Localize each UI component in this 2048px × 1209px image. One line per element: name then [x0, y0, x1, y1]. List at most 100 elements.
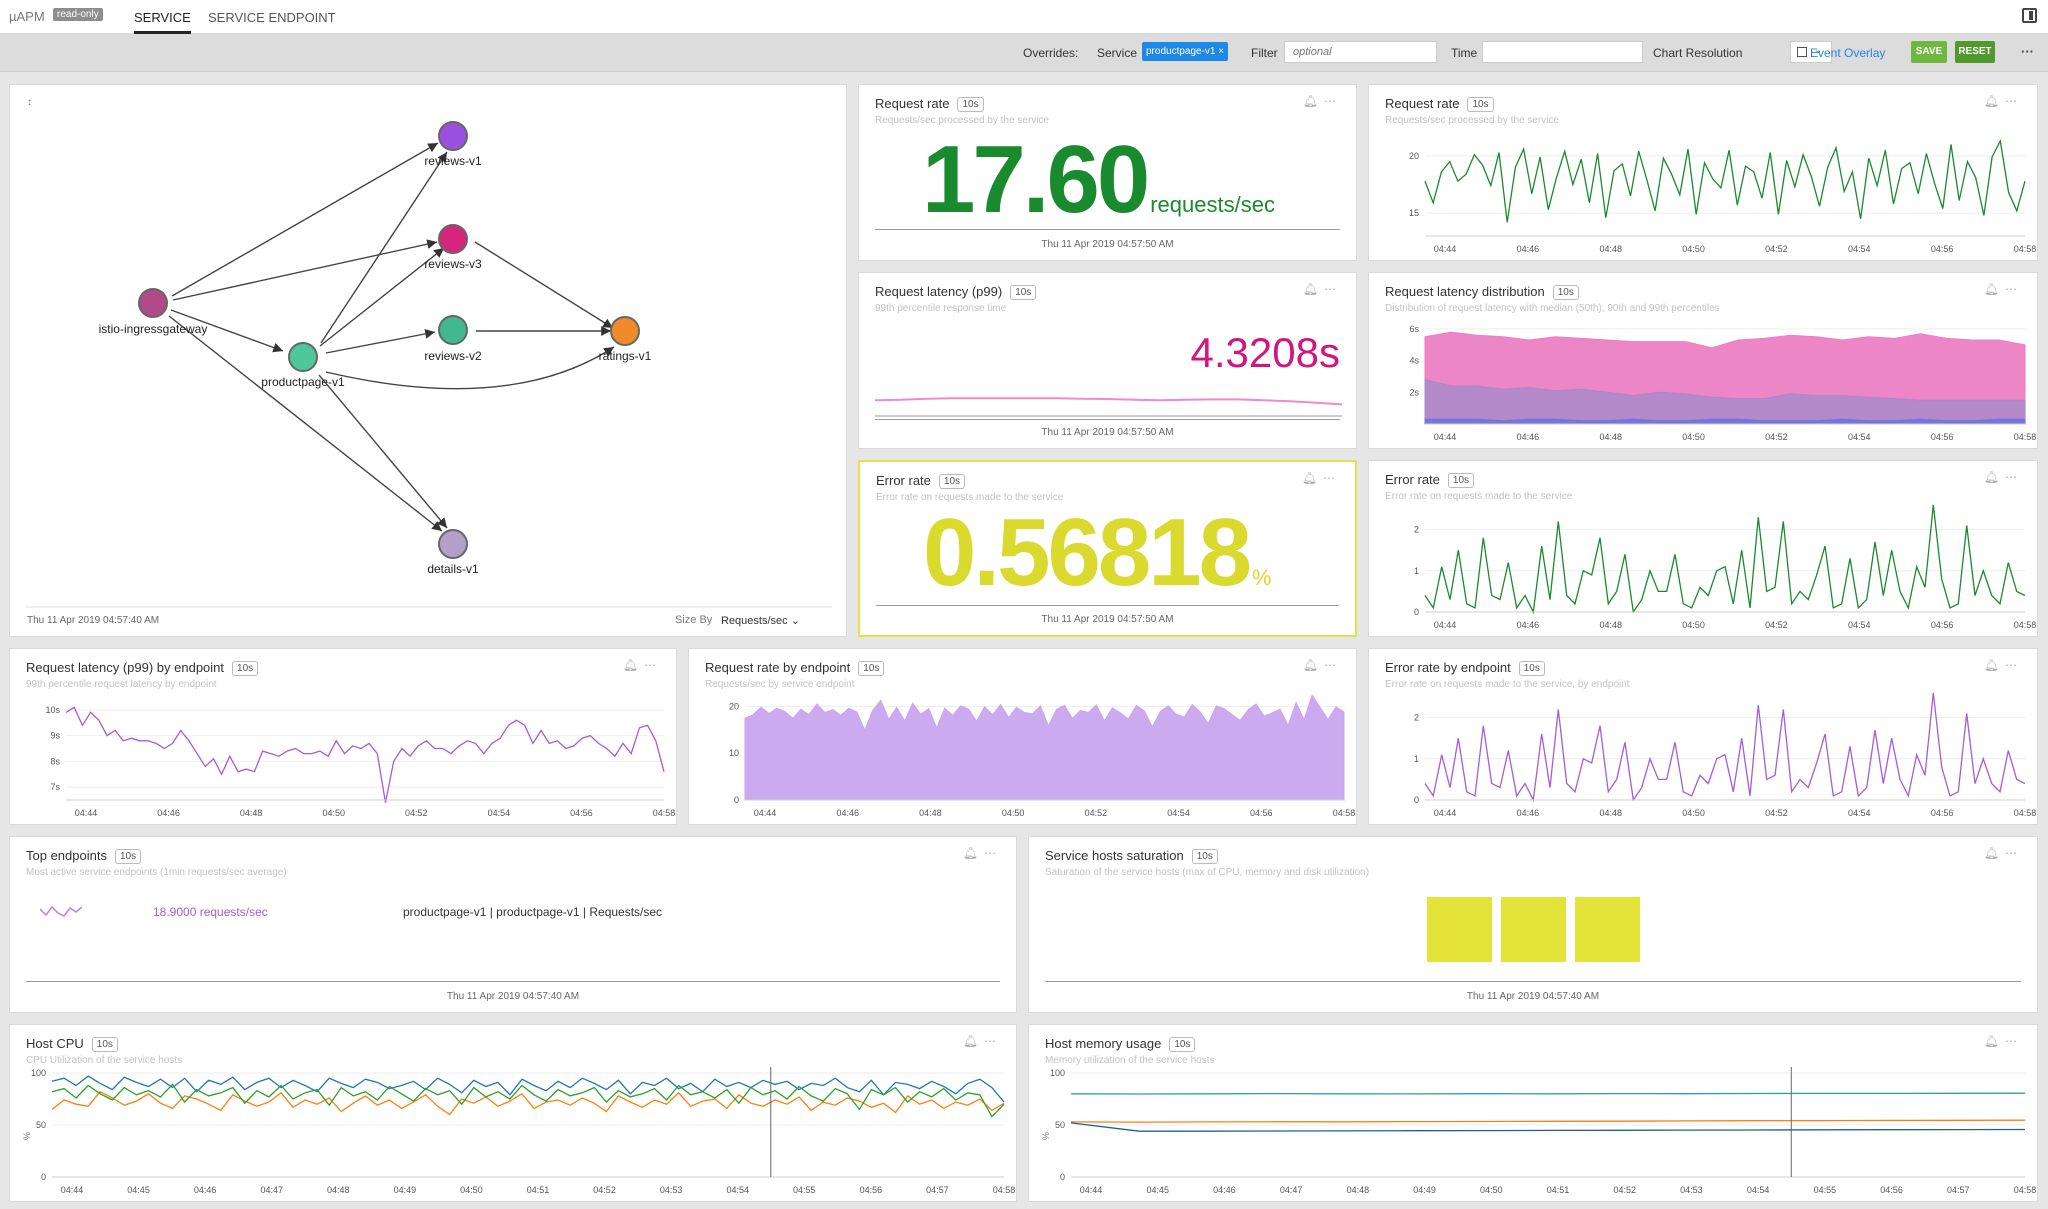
x-tick-label: 04:58: [2014, 432, 2037, 442]
map-node-reviews-v2[interactable]: reviews-v2: [424, 315, 482, 363]
bell-icon[interactable]: 🔔︎: [1983, 470, 2005, 484]
host-saturation-tile[interactable]: [1575, 897, 1640, 962]
bell-icon[interactable]: 🔔︎: [1983, 94, 2005, 108]
service-filter-chip[interactable]: productpage-v1 ×: [1142, 42, 1229, 61]
x-tick-label: 04:56: [1931, 432, 1954, 442]
x-tick-label: 04:56: [1931, 808, 1954, 818]
endpoint-row[interactable]: 18.9000 requests/sec productpage-v1 | pr…: [30, 901, 990, 925]
series-line: [1070, 1092, 2026, 1095]
y-tick-label: 0: [734, 795, 739, 805]
series-line: [51, 1083, 1005, 1118]
panel-title-text: Top endpoints: [26, 848, 107, 863]
more-icon[interactable]: ⋯: [2005, 282, 2023, 296]
x-tick-label: 04:56: [1250, 808, 1273, 818]
event-overlay-link[interactable]: Event Overlay: [1810, 46, 1886, 60]
panel-actions[interactable]: 🔔︎⋯: [1984, 1034, 2023, 1048]
host-saturation-tile[interactable]: [1501, 897, 1566, 962]
latency-by-endpoint-chart[interactable]: 7s 8s 9s 10s 04:44 04:46 04:48 04:50 04:52 04:54 0…: [10, 689, 678, 824]
save-button[interactable]: SAVE: [1911, 41, 1947, 63]
bell-icon[interactable]: 🔔︎: [962, 846, 984, 860]
x-tick-label: 04:53: [1680, 1185, 1703, 1195]
divider: [876, 605, 1339, 606]
more-icon[interactable]: ⋯: [984, 1034, 1002, 1048]
panel-actions[interactable]: 🔔︎⋯: [1984, 282, 2023, 296]
panel-actions[interactable]: 🔔︎⋯: [1984, 658, 2023, 672]
bell-icon[interactable]: 🔔︎: [1302, 658, 1324, 672]
bell-icon[interactable]: 🔔︎: [1301, 471, 1323, 485]
panel-actions[interactable]: 🔔︎⋯: [1984, 94, 2023, 108]
request-rate-chart[interactable]: 15 20 04:44 04:46 04:48 04:50 04:52 04:54 04:56 0…: [1369, 125, 2039, 260]
bell-icon[interactable]: 🔔︎: [1983, 658, 2005, 672]
x-tick-label: 04:56: [1880, 1185, 1903, 1195]
tab-service[interactable]: SERVICE: [134, 10, 191, 34]
panel-actions[interactable]: 🔔︎⋯: [623, 658, 662, 672]
more-icon[interactable]: ⋯: [984, 846, 1002, 860]
filter-input[interactable]: [1284, 41, 1437, 63]
host-saturation-tile[interactable]: [1427, 897, 1492, 962]
more-icon[interactable]: ⋯: [2005, 94, 2023, 108]
chart-resolution-select[interactable]: ⌄: [1790, 41, 1832, 63]
more-icon[interactable]: ⋯: [1323, 471, 1341, 485]
error-rate-chart[interactable]: 0 1 2 04:44 04:46 04:48 04:50 04:52 04:54 04:56 04…: [1369, 501, 2039, 636]
panel-actions[interactable]: 🔔︎⋯: [1984, 846, 2023, 860]
bell-icon[interactable]: 🔔︎: [1302, 94, 1324, 108]
bell-icon[interactable]: 🔔︎: [1983, 846, 2005, 860]
tab-service-endpoint[interactable]: SERVICE ENDPOINT: [208, 10, 336, 25]
resolution-badge: 10s: [1518, 661, 1545, 676]
x-tick-label: 04:47: [260, 1185, 283, 1195]
more-icon[interactable]: ⋯: [644, 658, 662, 672]
x-tick-label: 04:46: [1517, 432, 1540, 442]
panel-subtitle: 99th percentile request latency by endpo…: [26, 679, 217, 690]
map-node-istio-ingressgateway[interactable]: istio-ingressgateway: [99, 288, 208, 336]
edge-ingress-reviews-v3: [172, 239, 438, 301]
more-icon[interactable]: ⋯: [1324, 282, 1342, 296]
more-icon[interactable]: ⋯: [1324, 94, 1342, 108]
map-node-reviews-v1[interactable]: reviews-v1: [424, 121, 482, 168]
sidebar-toggle-icon[interactable]: [2022, 8, 2037, 23]
bell-icon[interactable]: 🔔︎: [962, 1034, 984, 1048]
more-options-icon[interactable]: ···: [2021, 44, 2034, 59]
host-cpu-chart[interactable]: 0 50 100 04:44 04:45 04:46 04:47 04:48 04:49 04:5…: [10, 1065, 1018, 1201]
resolution-badge: 10s: [1467, 97, 1494, 112]
x-tick-label: 04:44: [1434, 432, 1457, 442]
panel-title: Error rate 10s: [876, 473, 966, 489]
more-icon[interactable]: ⋯: [2005, 846, 2023, 860]
error-by-endpoint-chart[interactable]: 0 1 2 04:44 04:46 04:48 04:50 04:52 04:54 04:56 04…: [1369, 689, 2039, 824]
panel-title: Request rate by endpoint 10s: [705, 660, 885, 676]
y-tick-label: 1: [1414, 566, 1419, 576]
reset-button[interactable]: RESET: [1955, 41, 1995, 63]
time-input[interactable]: [1482, 41, 1643, 63]
panel-actions[interactable]: 🔔︎⋯: [1303, 658, 1342, 672]
more-icon[interactable]: ⋯: [2005, 470, 2023, 484]
map-node-reviews-v3[interactable]: reviews-v3: [424, 224, 482, 271]
host-memory-chart[interactable]: 0 50 100 04:44 04:45 04:46 04:47 04:48 04:49 04:5…: [1029, 1065, 2039, 1201]
rate-by-endpoint-chart[interactable]: 0 10 20 04:44 04:46 04:48 04:50 04:52 04:54 04:56…: [689, 689, 1358, 824]
panel-title-text: Request latency (p99): [875, 284, 1003, 299]
bell-icon[interactable]: 🔔︎: [1302, 282, 1324, 296]
panel-actions[interactable]: 🔔︎⋯: [963, 1034, 1002, 1048]
bell-icon[interactable]: 🔔︎: [1983, 282, 2005, 296]
more-icon[interactable]: ⋯: [2005, 658, 2023, 672]
panel-subtitle: Error rate on requests made to the servi…: [1385, 491, 1573, 502]
series-area: [744, 693, 1345, 801]
service-map[interactable]: istio-ingressgateway productpage-v1 revi…: [10, 85, 848, 638]
map-node-details-v1[interactable]: details-v1: [427, 529, 479, 576]
bell-icon[interactable]: 🔔︎: [622, 658, 644, 672]
panel-actions[interactable]: 🔔︎⋯: [1303, 282, 1342, 296]
map-edges: [168, 142, 615, 532]
panel-actions[interactable]: 🔔︎⋯: [1302, 471, 1341, 485]
more-icon[interactable]: ⋯: [1324, 658, 1342, 672]
map-node-productpage-v1[interactable]: productpage-v1: [261, 342, 345, 389]
panel-actions[interactable]: 🔔︎⋯: [1984, 470, 2023, 484]
latency-distribution-chart[interactable]: 2s 4s 6s 04:44 04:46 04:48 04:50 04:52 04:54 04:5…: [1369, 313, 2039, 448]
panel-actions[interactable]: 🔔︎⋯: [1303, 94, 1342, 108]
x-tick-label: 04:44: [1434, 808, 1457, 818]
bell-icon[interactable]: 🔔︎: [1983, 1034, 2005, 1048]
map-node-ratings-v1[interactable]: ratings-v1: [599, 316, 652, 363]
remove-chip-icon[interactable]: ×: [1218, 46, 1225, 57]
x-tick-label: 04:50: [1682, 620, 1705, 630]
panel-actions[interactable]: 🔔︎⋯: [963, 846, 1002, 860]
more-icon[interactable]: ⋯: [2005, 1034, 2023, 1048]
x-tick-label: 04:50: [322, 808, 345, 818]
size-by-select[interactable]: Requests/sec ⌄: [721, 614, 800, 627]
